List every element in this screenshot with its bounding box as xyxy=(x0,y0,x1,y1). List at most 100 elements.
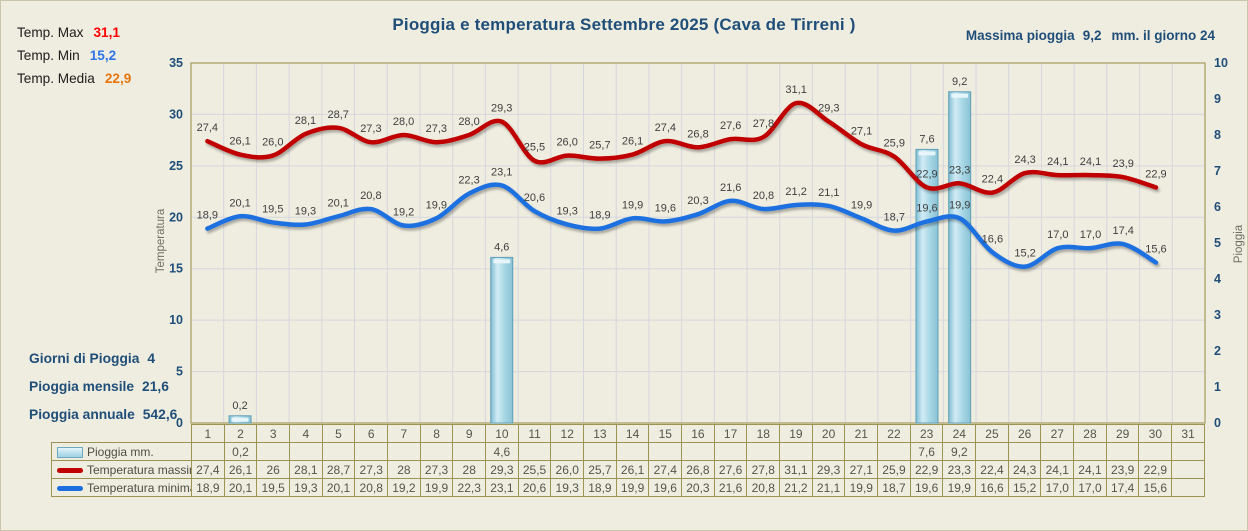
max-rain-prefix: Massima pioggia xyxy=(965,28,1075,43)
line-label: 29,3 xyxy=(491,103,512,115)
right-axis-tick: 4 xyxy=(1214,272,1221,286)
table-cell: 24,1 xyxy=(1073,460,1107,479)
line-label: 23,1 xyxy=(491,166,512,178)
line-label: 22,9 xyxy=(1145,168,1166,180)
day-label: 10 xyxy=(485,424,519,443)
temp-max-row: Temp. Max 31,1 xyxy=(17,25,131,40)
legend-cell: Temperatura minima xyxy=(51,478,192,497)
line-label: 28,7 xyxy=(327,109,348,121)
day-label: 2 xyxy=(223,424,258,443)
line-label: 19,9 xyxy=(949,199,970,211)
line-label: 27,4 xyxy=(655,122,676,134)
line-label: 18,9 xyxy=(197,210,218,222)
table-cell: 17,0 xyxy=(1073,478,1107,497)
left-axis-tick: 15 xyxy=(169,262,183,276)
rain-days-label: Giorni di Pioggia xyxy=(29,351,140,366)
line-label: 21,2 xyxy=(785,186,806,198)
line-label: 15,6 xyxy=(1145,244,1166,256)
table-cell: 27,3 xyxy=(419,460,454,479)
table-cell xyxy=(1171,442,1205,461)
table-cell: 20,8 xyxy=(354,478,389,497)
table-cell: 27,3 xyxy=(354,460,389,479)
day-label: 31 xyxy=(1171,424,1205,443)
left-axis-tick: 10 xyxy=(169,313,183,327)
table-cell xyxy=(354,442,389,461)
line-label: 25,5 xyxy=(524,142,545,154)
table-cell: 28 xyxy=(452,460,487,479)
day-label: 24 xyxy=(942,424,977,443)
right-axis-tick: 5 xyxy=(1214,236,1221,250)
table-cell xyxy=(1105,442,1140,461)
line-label: 22,9 xyxy=(916,168,937,180)
line-label: 24,1 xyxy=(1080,156,1101,168)
table-cell: 16,6 xyxy=(975,478,1009,497)
right-axis-tick: 2 xyxy=(1214,344,1221,358)
day-label: 16 xyxy=(681,424,715,443)
line-label: 19,9 xyxy=(851,199,872,211)
table-cell xyxy=(975,442,1009,461)
table-cell xyxy=(550,442,585,461)
table-cell: 27,1 xyxy=(844,460,879,479)
page-title: Pioggia e temperatura Settembre 2025 (Ca… xyxy=(392,15,856,34)
line-label: 15,2 xyxy=(1014,248,1035,260)
day-label: 26 xyxy=(1007,424,1042,443)
line-label: 17,0 xyxy=(1047,229,1068,241)
table-cell: 20,1 xyxy=(321,478,356,497)
table-cell: 19,3 xyxy=(550,478,585,497)
table-cell: 15,6 xyxy=(1138,478,1173,497)
table-cell xyxy=(811,442,846,461)
table-cell: 22,9 xyxy=(1138,460,1173,479)
right-axis-tick: 10 xyxy=(1214,56,1228,70)
right-axis-tick: 3 xyxy=(1214,308,1221,322)
rain-bar-label: 9,2 xyxy=(952,76,967,88)
line-label: 20,3 xyxy=(687,195,708,207)
table-cell: 20,8 xyxy=(746,478,781,497)
rain-bar-label: 0,2 xyxy=(232,400,247,412)
table-cell: 19,9 xyxy=(419,478,454,497)
line-label: 29,3 xyxy=(818,103,839,115)
line-label: 20,1 xyxy=(229,197,250,209)
table-cell: 19,5 xyxy=(256,478,291,497)
line-label: 22,3 xyxy=(458,175,479,187)
rain-bar xyxy=(948,91,972,424)
day-label: 4 xyxy=(289,424,323,443)
line-label: 16,6 xyxy=(982,233,1003,245)
table-cell: 20,3 xyxy=(681,478,715,497)
table-cell xyxy=(844,442,879,461)
temp-min-row: Temp. Min 15,2 xyxy=(17,48,131,63)
line-label: 26,1 xyxy=(229,136,250,148)
day-label: 27 xyxy=(1040,424,1075,443)
right-axis-tick: 7 xyxy=(1214,164,1221,178)
day-label: 7 xyxy=(387,424,421,443)
line-label: 20,6 xyxy=(524,192,545,204)
left-axis-tick: 0 xyxy=(176,416,183,430)
right-axis-tick: 8 xyxy=(1214,128,1221,142)
table-cell xyxy=(1040,442,1075,461)
table-cell: 18,7 xyxy=(877,478,911,497)
temperature-summary: Temp. Max 31,1 Temp. Min 15,2 Temp. Media 2… xyxy=(17,25,131,94)
table-row: Temperatura minima 18,9 20,1 19,5 19,3 20,1 20… xyxy=(51,478,1205,497)
table-cell: 28,7 xyxy=(321,460,356,479)
spacer-cell xyxy=(52,425,192,443)
table-cell: 28 xyxy=(387,460,421,479)
table-cell: 19,3 xyxy=(289,478,323,497)
line-label: 20,1 xyxy=(327,197,348,209)
line-label: 24,3 xyxy=(1014,154,1035,166)
line-label: 19,6 xyxy=(916,202,937,214)
line-label: 20,8 xyxy=(753,190,774,202)
legend-label: Pioggia mm. xyxy=(87,444,154,459)
table-cell xyxy=(1171,460,1205,479)
rain-month-value: 21,6 xyxy=(142,379,169,394)
table-cell xyxy=(648,442,683,461)
table-cell: 17,0 xyxy=(1040,478,1075,497)
table-cell: 22,4 xyxy=(975,460,1009,479)
day-label: 5 xyxy=(321,424,356,443)
rain-year-value: 542,6 xyxy=(142,407,178,422)
temp-max-value: 31,1 xyxy=(93,25,120,40)
table-cell xyxy=(387,442,421,461)
table-cell: 31,1 xyxy=(779,460,813,479)
right-axis-tick: 1 xyxy=(1214,380,1221,394)
line-label: 18,7 xyxy=(884,212,905,224)
table-cell: 24,1 xyxy=(1040,460,1075,479)
line-label: 26,1 xyxy=(622,136,643,148)
